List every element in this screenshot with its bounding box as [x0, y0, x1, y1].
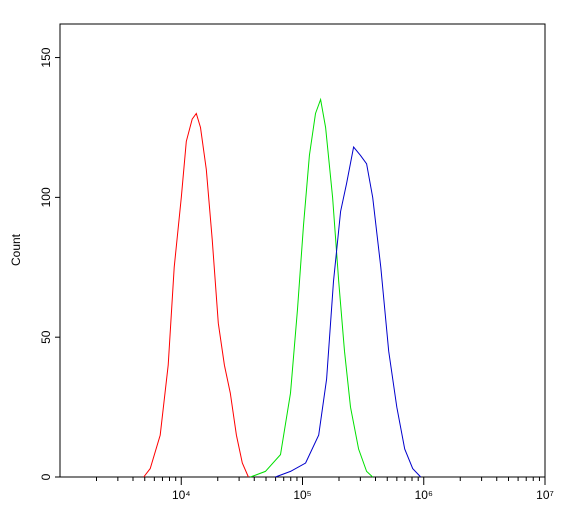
x-tick-label: 10⁷ [536, 488, 554, 502]
y-axis-label: Count [9, 233, 23, 266]
y-tick-label: 150 [39, 47, 53, 67]
x-tick-label: 10⁴ [172, 488, 191, 502]
y-tick-label: 50 [39, 330, 53, 344]
y-tick-label: 0 [39, 473, 53, 480]
histogram-line [275, 145, 422, 478]
x-tick-label: 10⁵ [293, 488, 311, 502]
y-tick-label: 100 [39, 187, 53, 207]
histogram-line [143, 112, 249, 478]
x-tick-label: 10⁶ [415, 488, 433, 502]
histogram-line [250, 97, 374, 478]
plot-frame [59, 23, 546, 478]
